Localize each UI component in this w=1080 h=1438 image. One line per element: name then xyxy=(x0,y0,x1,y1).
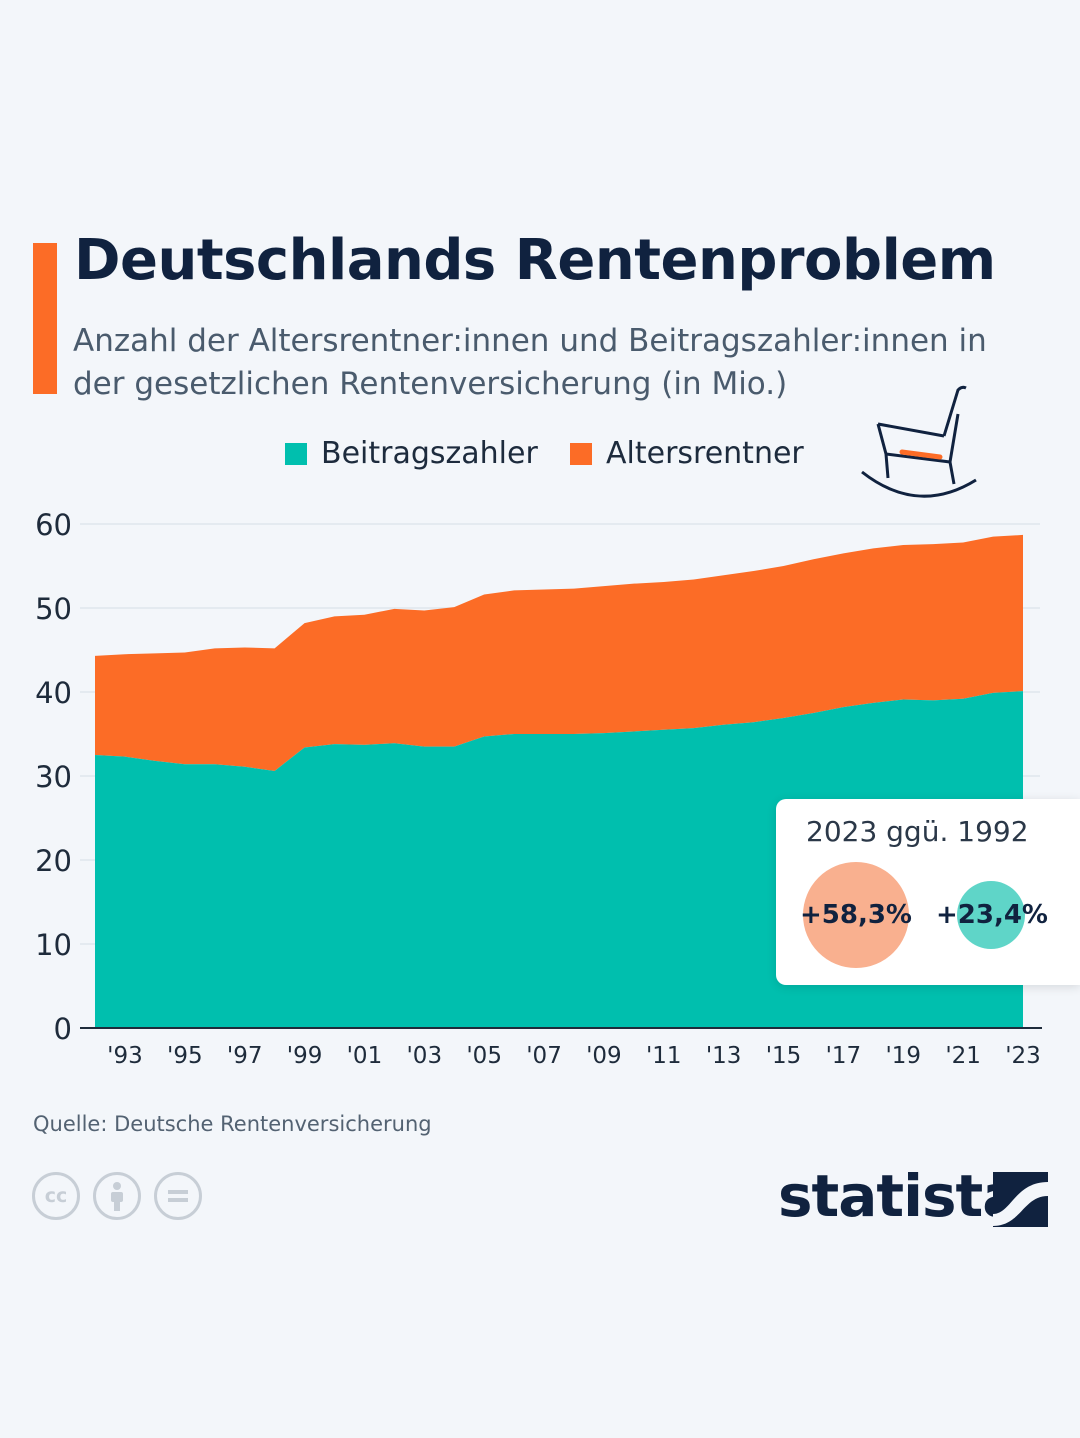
beitragszahler-change-value: +23,4% xyxy=(936,900,1048,930)
beitragszahler-change-bubble xyxy=(957,881,1025,949)
legend-label-altersrentner: Altersrentner xyxy=(606,436,804,471)
callout-title: 2023 ggü. 1992 xyxy=(806,815,1029,848)
legend-label-beitragszahler: Beitragszahler xyxy=(321,436,538,471)
x-tick-label-2009: '09 xyxy=(586,1043,622,1069)
x-tick-label-2011: '11 xyxy=(646,1043,682,1069)
y-tick-label-20: 20 xyxy=(35,844,72,878)
y-tick-label-0: 0 xyxy=(54,1012,72,1046)
x-axis-ticks: '93 '95 '97 '99 '01 '03 '05 '07 '09 '11 '13 '15 '17 '… xyxy=(107,1043,1041,1069)
x-tick-label-2017: '17 xyxy=(826,1043,862,1069)
comparison-callout: 2023 ggü. 1992 +58,3% +23,4% xyxy=(776,799,1080,985)
legend-swatch-altersrentner xyxy=(570,442,592,465)
chart-subtitle: Anzahl der Altersrentner:innen und Beitr… xyxy=(73,323,987,402)
x-tick-label-2005: '05 xyxy=(466,1043,502,1069)
y-axis-ticks: 0 10 20 30 40 50 60 xyxy=(35,508,72,1046)
y-tick-label-30: 30 xyxy=(35,760,72,794)
legend-item-altersrentner: Altersrentner xyxy=(570,436,804,471)
x-tick-label-1997: '97 xyxy=(227,1043,263,1069)
source-note: Quelle: Deutsche Rentenversicherung xyxy=(33,1112,432,1136)
altersrentner-change-value: +58,3% xyxy=(800,900,912,930)
x-tick-label-2021: '21 xyxy=(945,1043,981,1069)
x-tick-label-2013: '13 xyxy=(706,1043,742,1069)
brand-name[interactable]: statista xyxy=(778,1162,1021,1230)
rocking-chair-icon xyxy=(861,385,977,498)
x-tick-label-1999: '99 xyxy=(287,1043,323,1069)
title-accent-bar xyxy=(33,243,57,394)
cc-icon[interactable]: cc xyxy=(32,1172,80,1220)
nd-icon[interactable] xyxy=(154,1172,202,1220)
legend-swatch-beitragszahler xyxy=(285,442,307,465)
x-tick-label-2023: '23 xyxy=(1005,1043,1041,1069)
person-icon xyxy=(111,1182,123,1211)
y-tick-label-60: 60 xyxy=(35,508,72,542)
altersrentner-change-bubble xyxy=(803,862,909,968)
x-tick-label-2007: '07 xyxy=(526,1043,562,1069)
y-tick-label-50: 50 xyxy=(35,592,72,626)
y-tick-label-10: 10 xyxy=(35,928,72,962)
x-tick-label-2001: '01 xyxy=(347,1043,383,1069)
x-tick-label-1993: '93 xyxy=(107,1043,143,1069)
x-tick-label-2015: '15 xyxy=(766,1043,802,1069)
x-tick-label-2003: '03 xyxy=(406,1043,442,1069)
legend: Beitragszahler Altersrentner xyxy=(0,436,1080,476)
by-icon[interactable] xyxy=(93,1172,141,1220)
license-icons: cc xyxy=(32,1172,202,1220)
x-tick-label-2019: '19 xyxy=(885,1043,921,1069)
series-area-altersrentner xyxy=(95,534,1023,771)
cc-icon-label: cc xyxy=(44,1185,68,1207)
equals-icon xyxy=(168,1190,188,1202)
x-tick-label-1995: '95 xyxy=(167,1043,203,1069)
statista-logo-icon[interactable] xyxy=(993,1172,1048,1227)
chart-title: Deutschlands Rentenproblem xyxy=(74,228,996,293)
legend-item-beitragszahler: Beitragszahler xyxy=(285,436,538,471)
y-tick-label-40: 40 xyxy=(35,676,72,710)
